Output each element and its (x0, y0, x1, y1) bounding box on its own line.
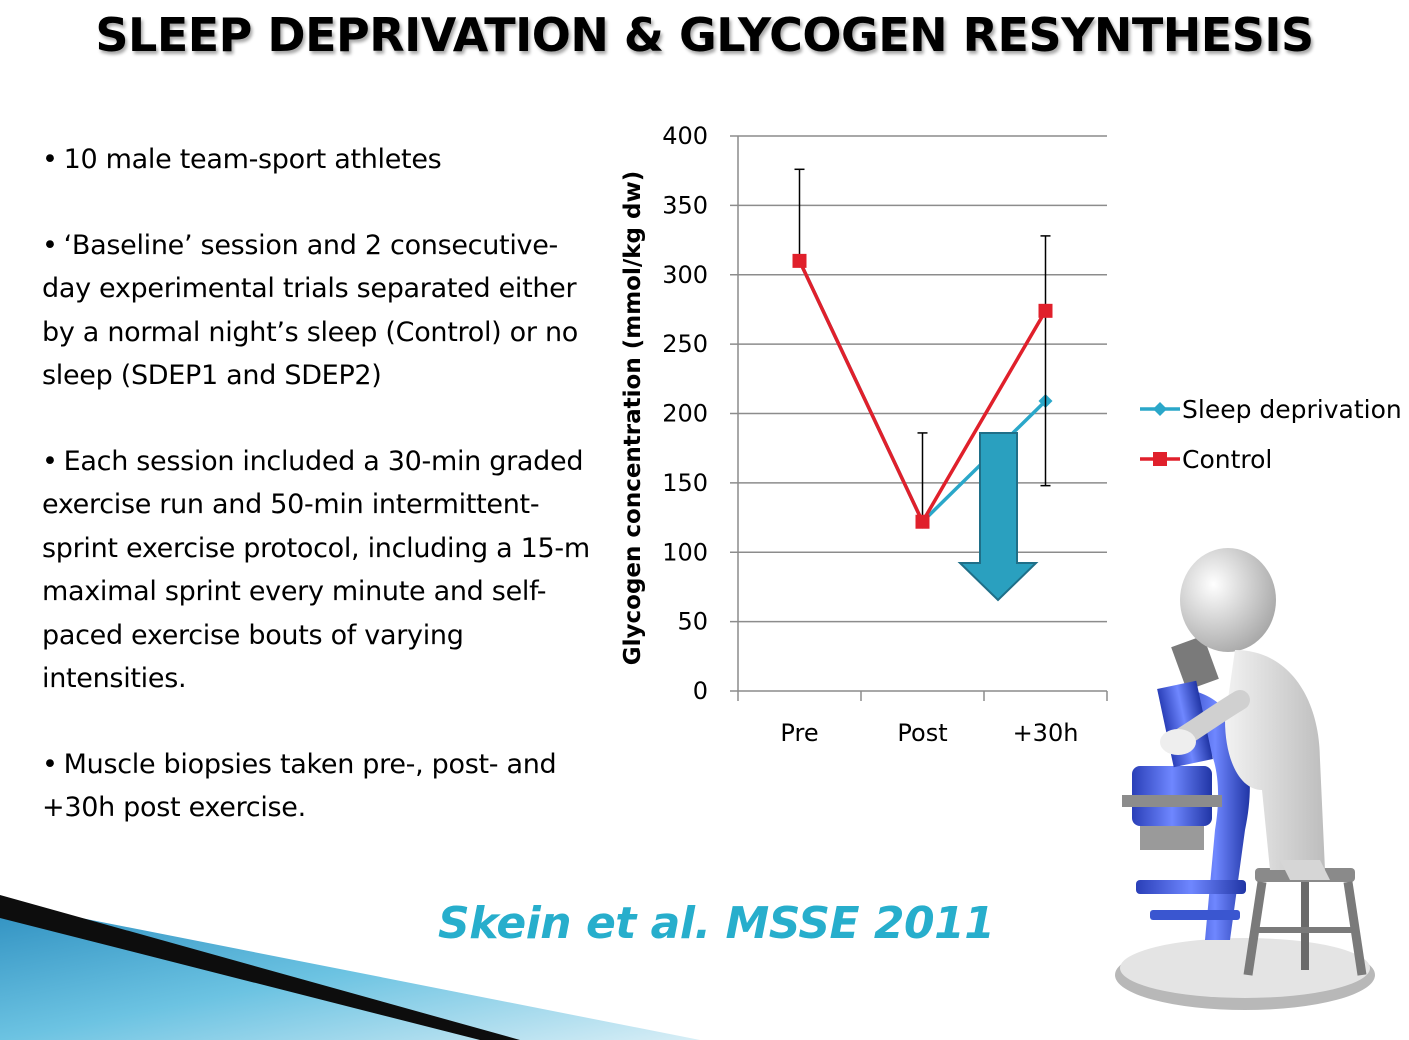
bullet-dot: • (42, 229, 58, 261)
bullet-text: 10 male team-sport athletes (63, 144, 442, 175)
legend-marker (1153, 452, 1167, 466)
data-point (792, 253, 807, 268)
legend-marker (1153, 402, 1167, 416)
swoosh-blue-band (0, 902, 700, 1040)
bullet-dot: • (42, 748, 58, 780)
y-tick-label: 400 (662, 122, 708, 150)
bullet-text: Each session included a 30-min graded ex… (42, 445, 590, 695)
legend-label: Control (1182, 445, 1272, 474)
swoosh-dark-band (0, 895, 520, 1040)
bullet-list: • 10 male team-sport athletes • ‘Baseline’… (42, 138, 597, 872)
y-tick-label: 50 (677, 608, 708, 636)
data-point (1038, 303, 1053, 318)
y-tick-label: 100 (662, 538, 708, 566)
bullet-item: • Each session included a 30-min graded e… (42, 440, 597, 701)
y-tick-label: 300 (662, 261, 708, 289)
bullet-item: • Muscle biopsies taken pre-, post- and +… (42, 743, 597, 830)
x-tick-label: +30h (1013, 719, 1079, 747)
legend-label: Sleep deprivation (1182, 395, 1402, 424)
y-tick-label: 150 (662, 469, 708, 497)
scientist-figure (1160, 548, 1330, 880)
bullet-item: • 10 male team-sport athletes (42, 138, 597, 182)
bullet-text: ‘Baseline’ session and 2 consecutive-day… (42, 229, 578, 392)
y-tick-label: 250 (662, 330, 708, 358)
bullet-item: • ‘Baseline’ session and 2 consecutive-da… (42, 224, 597, 398)
corner-swoosh-decoration (0, 895, 700, 1040)
data-point (915, 514, 930, 529)
bullet-text: Muscle biopsies taken pre-, post- and +3… (42, 748, 557, 824)
y-tick-label: 350 (662, 191, 708, 219)
bullet-dot: • (42, 445, 58, 477)
bullet-dot: • (42, 144, 58, 175)
down-arrow-annotation (957, 432, 1039, 602)
x-tick-label: Post (897, 719, 947, 747)
slide-title: SLEEP DEPRIVATION & GLYCOGEN RESYNTHESIS (95, 8, 1314, 62)
y-tick-label: 0 (693, 677, 708, 705)
x-tick-label: Pre (780, 719, 818, 747)
y-tick-label: 200 (662, 400, 708, 428)
citation-text: Skein et al. MSSE 2011 (438, 898, 995, 949)
y-axis-title: Glycogen concentration (mmol/kg dw) (620, 171, 646, 666)
